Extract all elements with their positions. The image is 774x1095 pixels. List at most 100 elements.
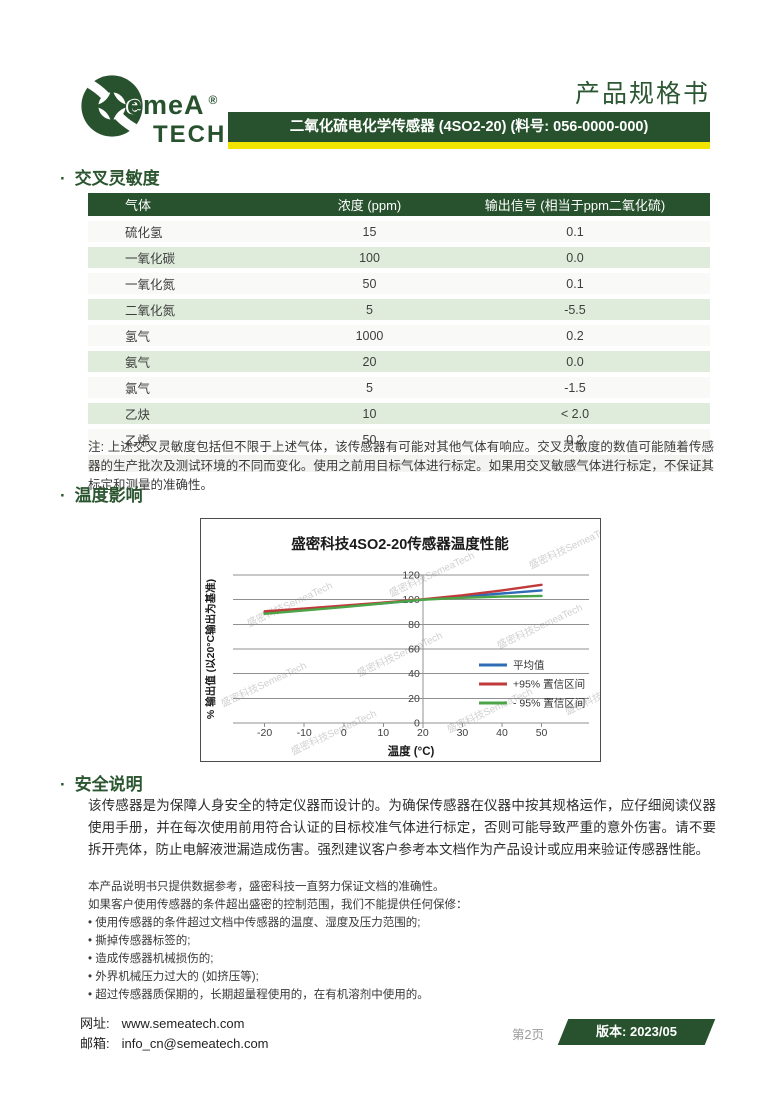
svg-text:20: 20 (408, 693, 420, 705)
safety-paragraph: 该传感器是为保障人身安全的特定仪器而设计的。为确保传感器在仪器中按其规格运作，应… (88, 798, 716, 857)
cell-concentration: 100 (299, 244, 440, 273)
cell-output: 0.1 (439, 218, 710, 247)
cell-gas: 氢气 (88, 322, 300, 351)
cell-concentration: 5 (299, 296, 440, 325)
cell-output: 0.2 (439, 426, 710, 455)
svg-text:0: 0 (414, 718, 420, 730)
svg-text:盛密科技SemeaTech: 盛密科技SemeaTech (245, 579, 335, 630)
cross-sensitivity-note: 注: 上述交叉灵敏度包括但不限于上述气体，该传感器有可能对其他气体有响应。交叉灵… (88, 440, 714, 492)
cell-gas: 一氧化氮 (88, 270, 300, 299)
footer-contact: 网址: www.semeatech.com 邮箱: info_cn@semeat… (80, 1014, 269, 1054)
section-heading-cross-sensitivity: 交叉灵敏度 (60, 164, 160, 189)
table-row: 硫化氢 15 0.1 (88, 218, 710, 247)
cell-concentration: 5 (299, 374, 440, 403)
cell-output: 0.2 (439, 322, 710, 351)
table-row: 氢气 1000 0.2 (88, 322, 710, 351)
svg-text:-10: -10 (297, 727, 312, 739)
cell-output: -5.5 (439, 296, 710, 325)
semeatech-logo-text: emeA ® TECH (127, 92, 226, 147)
version-text: 版本: 2023/05 (596, 1024, 677, 1039)
email-value: info_cn@semeatech.com (121, 1036, 269, 1051)
svg-text:50: 50 (536, 727, 548, 739)
cell-output: 0.1 (439, 270, 710, 299)
document-title: 产品规格书 (574, 80, 710, 108)
website-label: 网址: (80, 1016, 110, 1031)
cell-gas: 乙炔 (88, 400, 300, 429)
svg-text:盛密科技4SO2-20传感器温度性能: 盛密科技4SO2-20传感器温度性能 (291, 535, 509, 553)
table-row: 一氧化氮 50 0.1 (88, 270, 710, 299)
svg-text:盛密科技SemeaTech: 盛密科技SemeaTech (387, 549, 477, 600)
svg-text:0: 0 (341, 727, 347, 739)
disclaimer-line: • 造成传感器机械损伤的; (88, 953, 214, 965)
version-badge: 版本: 2023/05 (557, 1019, 716, 1045)
cell-output: 0.0 (439, 348, 710, 377)
svg-text:盛密科技SemeaTech: 盛密科技SemeaTech (355, 629, 445, 680)
cell-concentration: 50 (299, 426, 440, 455)
disclaimer-line: • 使用传感器的条件超过文档中传感器的温度、湿度及压力范围的; (88, 917, 421, 929)
table-row: 氯气 5 -1.5 (88, 374, 710, 403)
svg-text:平均值: 平均值 (513, 659, 545, 672)
svg-text:10: 10 (377, 727, 389, 739)
empty-row (88, 452, 710, 472)
svg-text:30: 30 (457, 727, 469, 739)
cell-output: < 2.0 (439, 400, 710, 429)
cell-output: -1.5 (439, 374, 710, 403)
logo-line2: TECH (153, 121, 227, 148)
svg-text:40: 40 (496, 727, 508, 739)
disclaimer-list: 本产品说明书只提供数据参考，盛密科技一直努力保证文档的准确性。 如果客户使用传感… (88, 878, 716, 1004)
svg-text:盛密科技SemeaTech: 盛密科技SemeaTech (495, 601, 585, 652)
email-label: 邮箱: (80, 1036, 110, 1051)
cross-sensitivity-table: 气体 浓度 (ppm) 输出信号 (相当于ppm二氧化硫) 硫化氢 15 0.1… (88, 193, 710, 472)
cell-concentration: 1000 (299, 322, 440, 351)
table-row: 乙烯 50 0.2 (88, 426, 710, 455)
svg-text:40: 40 (408, 668, 420, 680)
svg-text:盛密科技SemeaTech: 盛密科技SemeaTech (219, 659, 309, 710)
temperature-performance-chart: 盛密科技SemeaTech 盛密科技SemeaTech 盛密科技SemeaTech 盛… (200, 518, 601, 762)
cell-gas: 二氧化氮 (88, 296, 300, 325)
registered-mark: ® (208, 93, 218, 107)
svg-text:盛密科技SemeaTech: 盛密科技SemeaTech (563, 667, 600, 718)
disclaimer-line: • 超过传感器质保期的，长期超量程使用的，在有机溶剂中使用的。 (88, 989, 429, 1001)
temperature-chart-svg: 盛密科技SemeaTech盛密科技SemeaTech盛密科技SemeaTech盛… (204, 521, 600, 758)
cell-gas: 硫化氢 (88, 218, 300, 247)
disclaimer-line: • 撕掉传感器标签的; (88, 935, 191, 947)
table-header: 气体 浓度 (ppm) 输出信号 (相当于ppm二氧化硫) (88, 193, 710, 221)
disclaimer-line: • 外界机械压力过大的 (如挤压等); (88, 971, 259, 983)
section-heading-temperature: 温度影响 (60, 481, 143, 506)
column-header-concentration: 浓度 (ppm) (299, 193, 440, 221)
svg-text:+95% 置信区间: +95% 置信区间 (513, 678, 585, 691)
cell-concentration: 20 (299, 348, 440, 377)
svg-text:80: 80 (408, 619, 420, 631)
disclaimer-line: 如果客户使用传感器的条件超出盛密的控制范围，我们不能提供任何保修： (88, 899, 468, 911)
table-row: 二氧化氮 5 -5.5 (88, 296, 710, 325)
svg-text:温度 (°C): 温度 (°C) (388, 744, 435, 758)
accent-bar (228, 142, 710, 149)
svg-text:盛密科技SemeaTech: 盛密科技SemeaTech (527, 521, 600, 572)
svg-text:60: 60 (408, 644, 420, 656)
svg-text:- 95% 置信区间: - 95% 置信区间 (513, 697, 585, 710)
cell-gas: 一氧化碳 (88, 244, 300, 273)
cell-concentration: 50 (299, 270, 440, 299)
product-title-bar: 二氧化硫电化学传感器 (4SO2-20) (料号: 056-0000-000) (228, 112, 710, 142)
column-header-gas: 气体 (88, 193, 300, 221)
cell-concentration: 15 (299, 218, 440, 247)
website-value: www.semeatech.com (121, 1016, 245, 1031)
table-row: 氨气 20 0.0 (88, 348, 710, 377)
table-row: 一氧化碳 100 0.0 (88, 244, 710, 273)
svg-text:120: 120 (402, 570, 420, 582)
table-footer (88, 452, 710, 472)
cell-concentration: 10 (299, 400, 440, 429)
cell-gas: 氯气 (88, 374, 300, 403)
logo-line1: emeA ® (127, 90, 218, 120)
table-row: 乙炔 10 < 2.0 (88, 400, 710, 429)
cell-gas: 乙烯 (88, 426, 300, 455)
semeatech-logo-icon (81, 75, 143, 137)
page-number: 第2页 (512, 1028, 544, 1042)
svg-text:20: 20 (417, 727, 429, 739)
column-header-output: 输出信号 (相当于ppm二氧化硫) (439, 193, 710, 221)
cell-output: 0.0 (439, 244, 710, 273)
table-body: 硫化氢 15 0.1 一氧化碳 100 0.0 一氧化氮 50 0.1 (88, 218, 710, 455)
section-heading-safety: 安全说明 (60, 770, 143, 795)
svg-text:% 输出值 (以20°C输出为基准): % 输出值 (以20°C输出为基准) (204, 579, 217, 719)
